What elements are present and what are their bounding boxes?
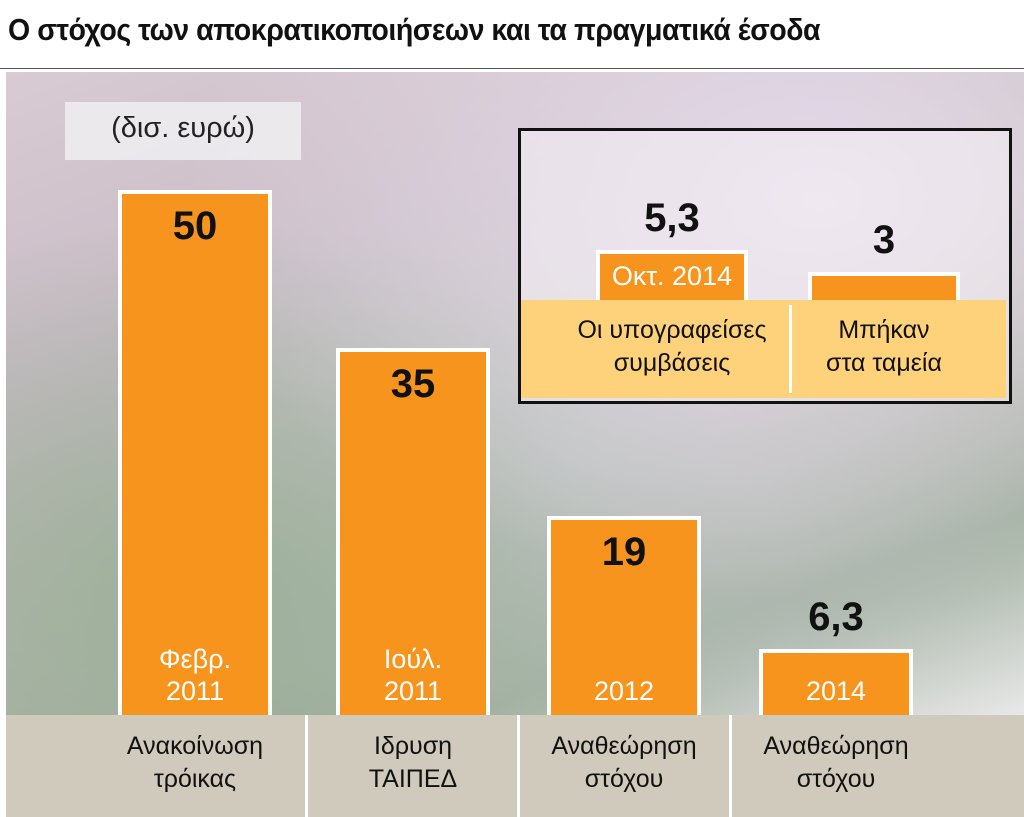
category-label: Οι υπογραφείσες συμβάσεις: [577, 316, 767, 377]
bar: [118, 190, 272, 715]
bar: [336, 347, 490, 715]
category-label: Μπήκαν στα ταμεία: [826, 316, 942, 377]
bar-label: 2012: [593, 676, 655, 706]
separator: [305, 715, 308, 817]
bar-label: Οκτ. 2014: [611, 261, 733, 291]
value-label: 5,3: [644, 195, 700, 240]
category-label: Ανακοίνωση τρόικας: [126, 732, 264, 793]
separator: [517, 715, 520, 817]
bar-label: 2014: [805, 676, 867, 706]
value-label: 19: [601, 529, 647, 574]
bar: [759, 648, 913, 715]
category-strip: [6, 715, 1024, 817]
separator: [789, 305, 792, 393]
value-label: 50: [172, 204, 218, 248]
bar-label: Ιούλ. 2011: [383, 644, 443, 706]
category-label: Αναθεώρηση στόχου: [551, 732, 697, 793]
bar-label: Φεβρ. 2011: [159, 644, 231, 706]
bar: [596, 249, 748, 300]
separator: [729, 715, 732, 817]
inset-strip: [521, 300, 1006, 398]
unit-label: (δισ. ευρώ): [111, 112, 255, 144]
category-label: Ιδρυση ΤΑΙΠΕΔ: [368, 732, 458, 793]
bar: [808, 271, 960, 300]
title-rule: [0, 68, 1024, 69]
unit-box: [65, 102, 301, 160]
value-label: 35: [390, 361, 436, 406]
value-label: 6,3: [808, 594, 864, 639]
chart-title: Ο στόχος των αποκρατικοποιήσεων και τα π…: [8, 12, 821, 47]
bar: [547, 515, 701, 715]
category-label: Αναθεώρηση στόχου: [763, 732, 909, 793]
value-label: 3: [872, 217, 896, 262]
